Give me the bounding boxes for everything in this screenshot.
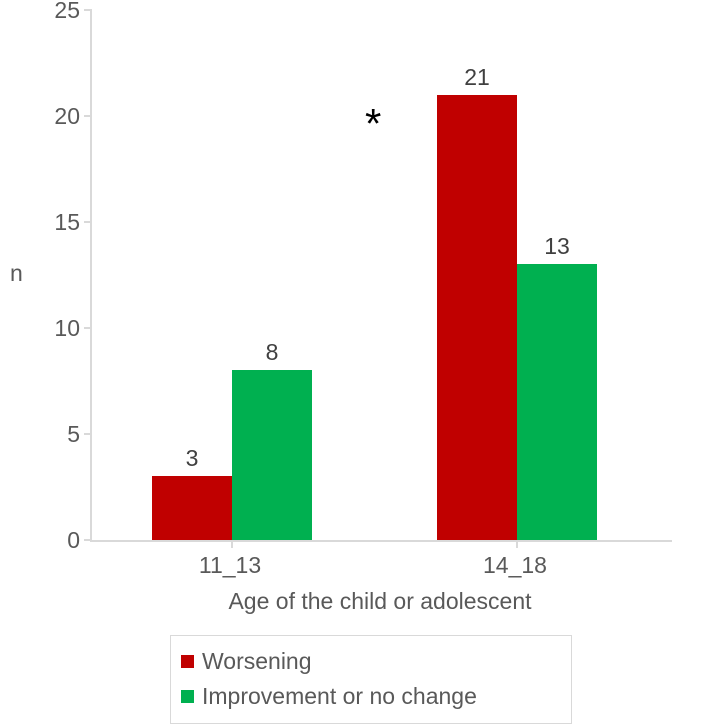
bar-value-label: 21: [437, 64, 517, 91]
y-tick: [84, 539, 92, 541]
bar-improvement-or-no-change: [517, 264, 597, 540]
bar-improvement-or-no-change: [232, 370, 312, 540]
plot-area: 3 8 21 13: [90, 10, 672, 542]
y-tick: [84, 327, 92, 329]
x-tick-label: 11_13: [180, 552, 280, 579]
x-tick: [231, 540, 233, 548]
y-tick: [84, 9, 92, 11]
y-tick-label: 25: [40, 0, 80, 24]
bar-chart: n 382113 Age of the child or adolescent …: [0, 0, 708, 724]
y-tick-label: 15: [40, 209, 80, 236]
legend: Worsening Improvement or no change: [170, 635, 572, 724]
y-tick: [84, 221, 92, 223]
y-tick: [84, 433, 92, 435]
legend-label: Improvement or no change: [202, 683, 477, 710]
y-axis-title: n: [10, 260, 23, 287]
legend-swatch-worsening: [181, 655, 194, 668]
bar-value-label: 3: [152, 445, 232, 472]
x-axis-title: Age of the child or adolescent: [90, 588, 670, 615]
y-tick-label: 20: [40, 103, 80, 130]
y-tick-label: 5: [40, 421, 80, 448]
bar-worsening: [152, 476, 232, 540]
legend-label: Worsening: [202, 648, 312, 675]
legend-swatch-improvement: [181, 690, 194, 703]
x-tick: [516, 540, 518, 548]
y-tick-label: 0: [40, 527, 80, 554]
bar-worsening: [437, 95, 517, 540]
bar-value-label: 8: [232, 339, 312, 366]
legend-item-worsening: Worsening: [181, 645, 561, 677]
y-tick: [84, 115, 92, 117]
legend-item-improvement: Improvement or no change: [181, 680, 561, 712]
y-tick-label: 10: [40, 315, 80, 342]
significance-asterisk: *: [365, 100, 381, 148]
x-tick-label: 14_18: [465, 552, 565, 579]
bar-value-label: 13: [517, 233, 597, 260]
